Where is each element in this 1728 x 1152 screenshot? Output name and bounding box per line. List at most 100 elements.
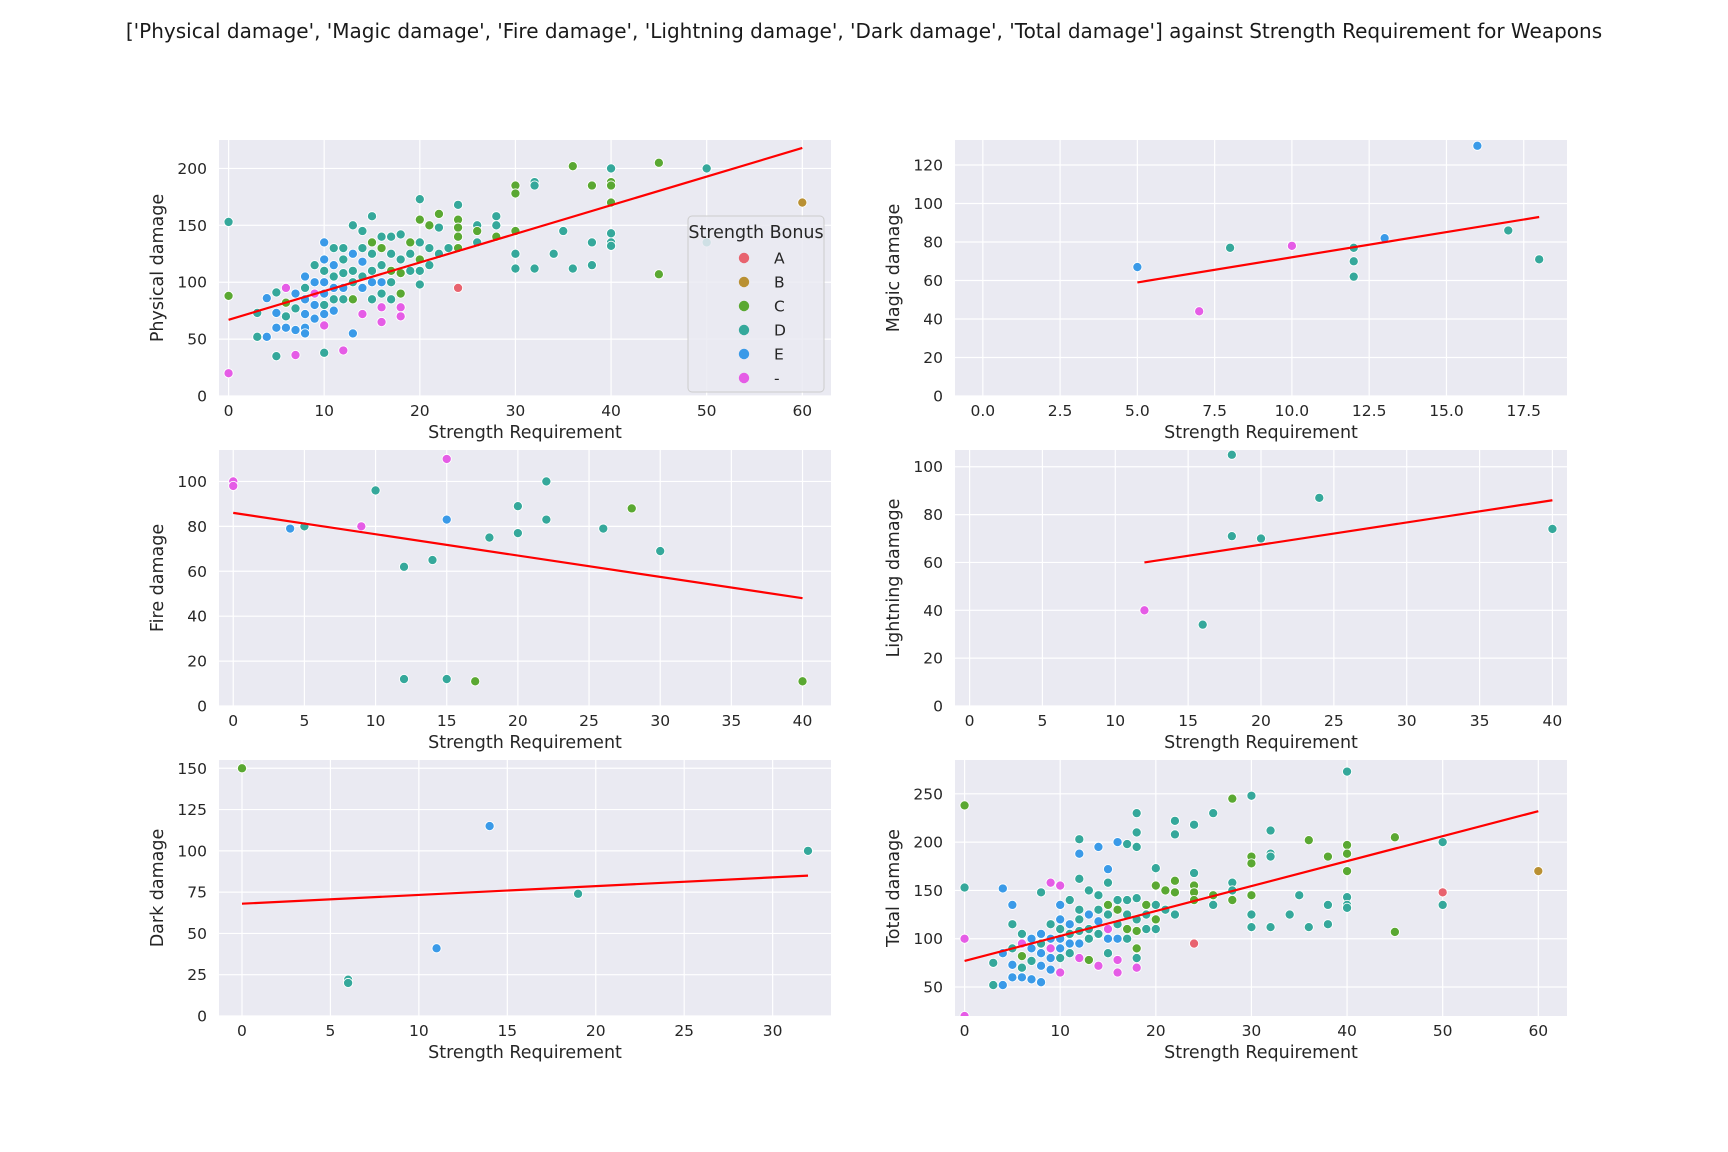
y-tick-label: 0 — [197, 698, 207, 716]
scatter-point — [1112, 837, 1123, 848]
scatter-point — [484, 532, 495, 543]
scatter-point — [510, 263, 521, 274]
y-tick-label: 150 — [177, 217, 207, 235]
scatter-point — [1122, 933, 1133, 944]
scatter-point — [997, 883, 1008, 894]
scatter-point — [347, 265, 358, 276]
scatter-point — [1016, 951, 1027, 962]
x-tick-label: 25 — [1324, 712, 1344, 730]
legend-entry-label: D — [774, 322, 786, 340]
x-tick-label: 40 — [1337, 1022, 1357, 1040]
scatter-point — [1534, 254, 1545, 265]
scatter-point — [300, 282, 311, 293]
scatter-point — [510, 188, 521, 199]
scatter-point — [290, 288, 301, 299]
scatter-point — [366, 294, 378, 305]
scatter-point — [1055, 943, 1066, 954]
scatter-point — [1045, 877, 1056, 888]
scatter-point — [285, 523, 296, 534]
scatter-point — [1150, 899, 1161, 910]
scatter-point — [529, 180, 540, 191]
scatter-point — [309, 299, 320, 311]
x-tick-label: 5 — [325, 1022, 335, 1040]
scatter-point — [395, 254, 406, 265]
scatter-point — [319, 299, 330, 311]
scatter-point — [357, 309, 368, 320]
scatter-point — [376, 260, 387, 271]
y-tick-label: 120 — [913, 157, 943, 175]
x-tick-label: 40 — [793, 712, 813, 730]
plot-area — [955, 760, 1567, 1016]
x-tick-label: 5.0 — [1125, 402, 1150, 420]
scatter-point — [1036, 948, 1047, 959]
scatter-point — [1246, 890, 1257, 901]
y-tick-label: 125 — [177, 801, 207, 819]
scatter-point — [1102, 864, 1114, 875]
scatter-point — [319, 237, 330, 248]
scatter-point — [1055, 899, 1066, 910]
scatter-point — [1225, 242, 1236, 253]
y-tick-label: 20 — [923, 650, 943, 668]
scatter-point — [405, 248, 416, 259]
regression-line — [964, 810, 1539, 963]
scatter-point — [1314, 492, 1325, 503]
subplot-6: 0 10 20 30 40 50 60 50 100 150 200 250 Strength Requ… — [884, 760, 1567, 1063]
scatter-point — [959, 882, 970, 893]
scatter-point — [290, 324, 301, 336]
x-tick-label: 25 — [579, 712, 599, 730]
y-tick-label: 20 — [187, 653, 207, 671]
scatter-point — [395, 302, 406, 313]
x-tick-label: 5 — [299, 712, 309, 730]
scatter-point — [1102, 933, 1114, 944]
x-tick-label: 10.0 — [1275, 402, 1310, 420]
scatter-point — [1007, 899, 1018, 910]
x-tick-label: 0 — [224, 402, 234, 420]
subplot-5: 0 5 10 15 20 25 30 0 25 50 75 100 125 150 Strength Req… — [148, 760, 831, 1063]
scatter-point — [376, 277, 387, 288]
scatter-point — [1150, 863, 1161, 874]
scatter-point — [223, 368, 234, 379]
x-tick-label: 0 — [237, 1022, 247, 1040]
scatter-point — [1045, 952, 1056, 964]
scatter-point — [1083, 933, 1094, 944]
scatter-point — [386, 294, 397, 305]
scatter-point — [512, 501, 523, 512]
legend-entry-label: C — [774, 298, 785, 316]
scatter-point — [541, 514, 552, 525]
x-axis-label: Strength Requirement — [428, 423, 622, 443]
x-tick-label: 30 — [763, 1022, 783, 1040]
scatter-point — [309, 260, 320, 271]
scatter-point — [1389, 926, 1400, 938]
x-tick-label: 10 — [409, 1022, 429, 1040]
y-tick-label: 60 — [187, 563, 207, 581]
scatter-point — [1036, 928, 1047, 939]
y-tick-label: 40 — [923, 602, 943, 620]
scatter-point — [414, 214, 425, 225]
scatter-point — [1055, 880, 1066, 891]
scatter-point — [1112, 954, 1123, 966]
scatter-point — [386, 231, 397, 242]
scatter-point — [1246, 922, 1257, 933]
scatter-point — [1189, 867, 1200, 879]
scatter-point — [1246, 909, 1257, 920]
scatter-point — [1036, 887, 1047, 898]
scatter-point — [1189, 819, 1200, 830]
scatter-point — [261, 293, 272, 304]
scatter-point — [1131, 943, 1142, 954]
scatter-point — [1169, 909, 1180, 920]
scatter-point — [491, 211, 502, 222]
scatter-point — [1227, 895, 1238, 906]
x-tick-label: 0.0 — [970, 402, 995, 420]
x-tick-label: 30 — [1242, 1022, 1262, 1040]
scatter-point — [470, 676, 481, 687]
x-tick-label: 60 — [792, 402, 812, 420]
scatter-point — [386, 248, 397, 259]
scatter-point — [290, 349, 301, 361]
y-tick-label: 100 — [177, 274, 207, 292]
scatter-point — [586, 260, 597, 271]
legend-entry-label: E — [774, 346, 784, 364]
scatter-point — [395, 311, 406, 322]
scatter-point — [655, 546, 666, 557]
scatter-point — [797, 197, 808, 208]
scatter-point — [1265, 922, 1276, 933]
